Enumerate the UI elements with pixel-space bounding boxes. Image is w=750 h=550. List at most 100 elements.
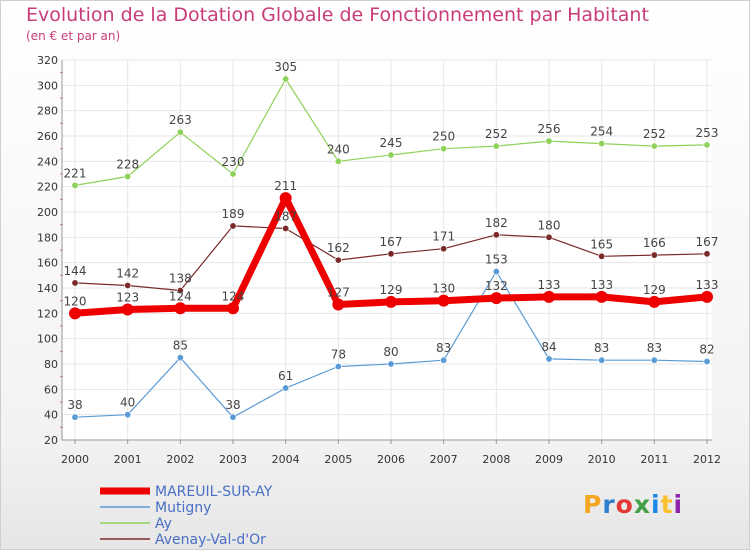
data-label-mutigny: 80 [383, 345, 398, 359]
data-point-mutigny [650, 356, 658, 364]
data-point-avenay-val-d-or [545, 233, 553, 241]
data-point-ay [124, 173, 132, 181]
data-label-mareuil-sur-ay: 133 [538, 278, 561, 292]
data-point-mareuil-sur-ay [490, 292, 503, 305]
data-label-mareuil-sur-ay: 124 [222, 289, 245, 303]
data-point-mutigny [334, 363, 342, 371]
legend-label-mareuil-sur-ay: MAREUIL-SUR-AY [155, 484, 273, 500]
y-tick-label: 220 [37, 181, 58, 194]
legend-label-ay: Ay [155, 516, 172, 532]
data-label-ay: 305 [274, 60, 297, 74]
data-point-avenay-val-d-or [71, 279, 79, 287]
data-label-avenay-val-d-or: 165 [590, 237, 613, 251]
logo-letter: i [651, 490, 661, 519]
x-tick-label: 2002 [166, 453, 194, 466]
data-point-mareuil-sur-ay [701, 290, 713, 303]
data-label-mutigny: 84 [541, 340, 556, 354]
y-tick-label: 280 [37, 105, 58, 118]
data-point-avenay-val-d-or [334, 256, 342, 264]
data-label-ay: 228 [116, 158, 139, 172]
data-point-mareuil-sur-ay [543, 290, 555, 303]
data-point-mareuil-sur-ay [332, 298, 345, 311]
data-label-avenay-val-d-or: 166 [643, 236, 666, 250]
legend-label-mutigny: Mutigny [155, 500, 211, 516]
data-label-mareuil-sur-ay: 133 [696, 278, 719, 292]
data-label-mareuil-sur-ay: 132 [485, 279, 508, 293]
y-tick-label: 60 [44, 383, 58, 396]
data-point-avenay-val-d-or [229, 222, 237, 230]
proxiti-logo: Proxiti [583, 490, 683, 519]
y-tick-label: 120 [37, 307, 58, 320]
data-point-mareuil-sur-ay [648, 295, 661, 308]
data-point-mutigny [387, 360, 395, 368]
data-point-ay [650, 142, 658, 150]
y-tick-label: 100 [37, 333, 58, 346]
data-point-mareuil-sur-ay [437, 294, 450, 307]
logo-letter: o [615, 490, 634, 519]
data-label-ay: 245 [380, 136, 403, 150]
data-label-mutigny: 78 [331, 348, 346, 362]
x-tick-label: 2011 [640, 453, 668, 466]
y-tick-label: 300 [37, 79, 58, 92]
data-point-mareuil-sur-ay [279, 192, 292, 205]
data-label-mutigny: 83 [436, 341, 451, 355]
data-label-mareuil-sur-ay: 124 [169, 289, 192, 303]
data-label-mutigny: 38 [225, 398, 240, 412]
data-point-avenay-val-d-or [282, 224, 290, 232]
data-label-mutigny: 38 [67, 398, 82, 412]
x-tick-label: 2007 [430, 453, 458, 466]
y-tick-label: 180 [37, 231, 58, 244]
data-point-ay [387, 151, 395, 159]
data-point-mareuil-sur-ay [121, 303, 134, 316]
data-label-mareuil-sur-ay: 123 [116, 291, 139, 305]
data-point-mareuil-sur-ay [174, 302, 187, 315]
data-label-mutigny: 82 [699, 342, 714, 356]
y-tick-label: 20 [44, 434, 58, 447]
data-label-ay: 253 [696, 126, 719, 140]
data-point-ay [703, 141, 711, 149]
data-label-avenay-val-d-or: 187 [274, 209, 297, 223]
data-point-avenay-val-d-or [650, 251, 658, 259]
data-label-avenay-val-d-or: 162 [327, 241, 350, 255]
x-tick-label: 2009 [535, 453, 563, 466]
x-tick-label: 2003 [219, 453, 247, 466]
data-label-avenay-val-d-or: 182 [485, 216, 508, 230]
data-point-ay [176, 128, 184, 136]
y-tick-label: 80 [44, 358, 58, 371]
data-label-ay: 263 [169, 113, 192, 127]
y-tick-label: 200 [37, 206, 58, 219]
plot-area [62, 60, 712, 440]
x-tick-label: 2006 [377, 453, 405, 466]
data-label-mutigny: 83 [594, 341, 609, 355]
data-point-ay [71, 181, 79, 189]
y-tick-label: 160 [37, 257, 58, 270]
data-label-ay: 230 [222, 155, 245, 169]
data-label-mareuil-sur-ay: 130 [432, 282, 455, 296]
data-point-mutigny [176, 354, 184, 362]
data-label-mareuil-sur-ay: 129 [380, 283, 403, 297]
data-label-ay: 240 [327, 142, 350, 156]
data-point-mutigny [229, 413, 237, 421]
data-point-avenay-val-d-or [703, 250, 711, 258]
data-point-avenay-val-d-or [176, 287, 184, 295]
data-point-mutigny [598, 356, 606, 364]
data-point-avenay-val-d-or [124, 281, 132, 289]
data-point-ay [440, 145, 448, 153]
data-label-mareuil-sur-ay: 127 [327, 285, 350, 299]
data-label-avenay-val-d-or: 180 [538, 218, 561, 232]
logo-letter: r [602, 490, 616, 519]
data-point-avenay-val-d-or [598, 252, 606, 260]
data-label-ay: 250 [432, 130, 455, 144]
data-label-mareuil-sur-ay: 120 [64, 294, 87, 308]
data-point-ay [334, 157, 342, 165]
data-label-mutigny: 85 [173, 339, 188, 353]
x-tick-label: 2008 [482, 453, 510, 466]
x-tick-label: 2000 [61, 453, 89, 466]
data-point-mareuil-sur-ay [595, 290, 608, 303]
data-point-mutigny [124, 411, 132, 419]
data-point-mareuil-sur-ay [385, 295, 397, 308]
data-label-ay: 252 [485, 127, 508, 141]
data-label-mutigny: 83 [647, 341, 662, 355]
data-label-mareuil-sur-ay: 211 [274, 179, 297, 193]
